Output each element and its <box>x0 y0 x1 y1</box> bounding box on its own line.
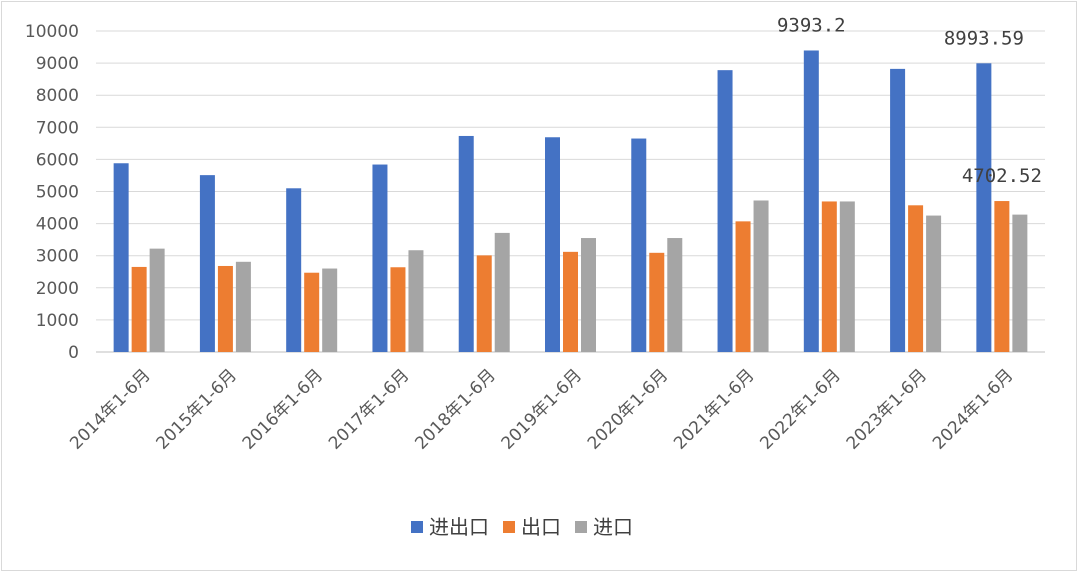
y-tick-label: 9000 <box>36 54 79 74</box>
bar <box>149 248 165 352</box>
x-tick-label: 2018年1-6月 <box>411 365 499 453</box>
y-tick-label: 10000 <box>25 22 79 42</box>
bar <box>476 255 492 352</box>
legend-swatch <box>575 521 587 533</box>
x-tick-label: 2014年1-6月 <box>66 365 154 453</box>
data-label: 9393.2 <box>777 14 846 36</box>
y-tick-label: 6000 <box>36 150 79 170</box>
bar <box>631 138 647 352</box>
bar <box>217 265 233 352</box>
y-axis-ticks: 0 1000 2000 3000 4000 5000 6000 7000 8000 9000 100… <box>25 22 79 363</box>
gridlines <box>96 30 1045 353</box>
legend-swatch <box>503 521 515 533</box>
bar <box>735 221 751 352</box>
data-label: 4702.52 <box>962 165 1042 187</box>
legend-label: 进口 <box>593 515 633 539</box>
bar <box>390 267 406 352</box>
bar <box>113 163 129 352</box>
bar <box>322 268 338 352</box>
bar <box>994 201 1010 352</box>
bar <box>458 135 474 352</box>
bar <box>286 188 302 352</box>
x-tick-label: 2020年1-6月 <box>584 365 672 453</box>
bar <box>494 232 510 352</box>
bar <box>821 201 837 352</box>
bars <box>113 50 1028 353</box>
data-label: 8993.59 <box>944 27 1024 49</box>
y-tick-label: 4000 <box>36 215 79 235</box>
bar <box>199 175 215 352</box>
y-tick-label: 8000 <box>36 86 79 106</box>
bar <box>372 164 388 352</box>
bar <box>545 137 560 352</box>
x-axis-ticks: 2014年1-6月2015年1-6月2016年1-6月2017年1-6月2018… <box>66 365 1017 453</box>
bar <box>908 205 924 352</box>
x-tick-label: 2024年1-6月 <box>929 365 1017 453</box>
x-tick-label: 2015年1-6月 <box>153 365 241 453</box>
legend-swatch <box>411 521 423 533</box>
bar <box>976 63 992 353</box>
data-labels: 9393.2 8993.59 4702.52 <box>777 14 1042 187</box>
bar <box>753 200 769 352</box>
x-tick-label: 2023年1-6月 <box>843 365 931 453</box>
bar <box>717 70 733 353</box>
bar <box>1012 214 1028 352</box>
bar <box>667 238 683 352</box>
y-tick-label: 3000 <box>36 247 79 267</box>
bar <box>890 68 906 353</box>
bar <box>926 215 942 352</box>
bar <box>649 252 665 352</box>
y-tick-label: 0 <box>68 343 79 363</box>
bar <box>131 266 147 352</box>
y-tick-label: 1000 <box>36 311 79 331</box>
y-tick-label: 5000 <box>36 183 79 203</box>
legend-label: 进出口 <box>429 515 489 539</box>
x-tick-label: 2017年1-6月 <box>325 365 413 453</box>
x-tick-label: 2016年1-6月 <box>239 365 327 453</box>
x-tick-label: 2022年1-6月 <box>756 365 844 453</box>
bar <box>563 251 578 352</box>
bar <box>581 238 596 352</box>
bar <box>408 250 424 352</box>
x-tick-label: 2021年1-6月 <box>670 365 758 453</box>
bar <box>304 272 320 352</box>
bar <box>803 50 819 353</box>
x-tick-label: 2019年1-6月 <box>498 365 586 453</box>
bar <box>839 201 855 352</box>
y-tick-label: 2000 <box>36 279 79 299</box>
legend: 进出口 出口 进口 <box>411 515 633 539</box>
bar <box>235 261 251 352</box>
legend-label: 出口 <box>521 515 561 539</box>
y-tick-label: 7000 <box>36 118 79 138</box>
